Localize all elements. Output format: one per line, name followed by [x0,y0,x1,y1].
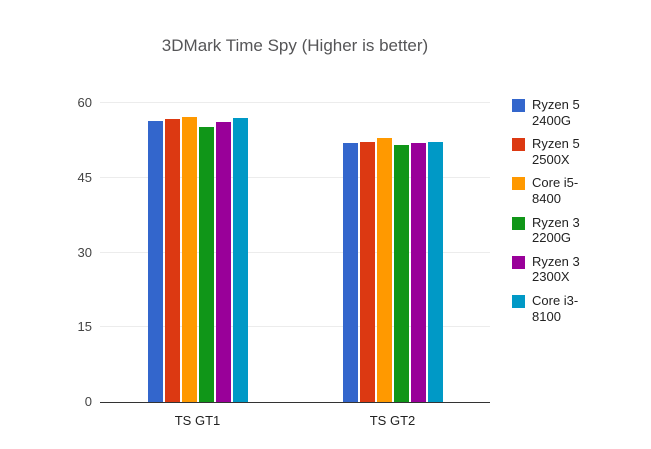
legend-label: Ryzen 3 2300X [532,253,580,285]
bar [376,137,392,402]
legend-swatch-icon [512,255,525,269]
y-axis: 0 15 30 45 60 [50,95,92,409]
x-tick-label: TS GT2 [369,413,416,428]
bar-group-ts-gt2 [342,137,443,402]
bar [410,143,426,402]
gridline [100,326,490,328]
bar [427,141,443,402]
bar [215,121,231,402]
legend: Ryzen 5 2400G Ryzen 5 2500X Core i5-8400 Ry… [512,97,644,332]
bar [232,118,248,402]
legend-entry: Ryzen 3 2200G [512,215,644,246]
gridline [100,251,490,253]
bar [359,142,375,402]
y-tick-label: 0 [84,394,92,409]
plot-area [100,102,490,403]
legend-entry: Core i5-8400 [512,175,644,206]
y-tick-label: 45 [77,169,92,185]
bar [342,143,358,402]
bar [393,144,409,402]
legend-entry: Ryzen 3 2300X [512,254,644,285]
x-tick-label: TS GT1 [174,413,221,428]
legend-entry: Core i3-8100 [512,293,644,324]
legend-label: Ryzen 5 2400G [532,97,580,128]
legend-entry: Ryzen 5 2400G [512,97,644,128]
legend-swatch-icon [512,177,525,191]
legend-label: Core i5-8400 [532,175,579,206]
legend-swatch-icon [512,216,525,230]
legend-swatch-icon [512,99,525,112]
x-axis: TS GT1 TS GT2 [100,403,490,433]
bar [147,121,163,402]
y-tick-label: 30 [77,244,92,260]
chart-title: 3DMark Time Spy (Higher is better) [161,36,429,55]
gridline [100,102,490,103]
gridline [100,176,490,178]
y-tick-label: 15 [77,319,92,335]
y-tick-label: 60 [77,95,92,110]
legend-label: Ryzen 5 2500X [532,136,580,167]
bar [164,118,180,402]
legend-label: Core i3-8100 [532,292,579,324]
bar [198,126,214,402]
legend-label: Ryzen 3 2200G [532,214,580,246]
bar [181,117,197,402]
legend-entry: Ryzen 5 2500X [512,136,644,167]
legend-swatch-icon [512,138,525,152]
bar-group-ts-gt1 [147,117,248,402]
legend-swatch-icon [512,294,525,308]
